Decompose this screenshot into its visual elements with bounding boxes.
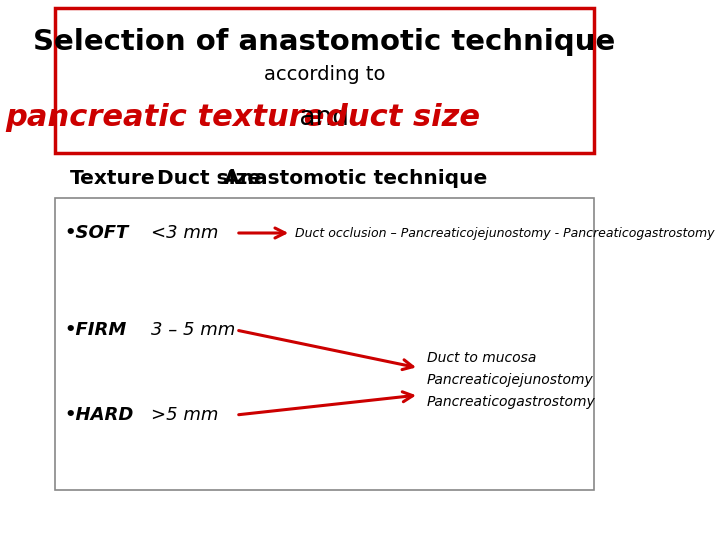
Text: Selection of anastomotic technique: Selection of anastomotic technique <box>33 28 616 56</box>
Text: Duct to mucosa: Duct to mucosa <box>427 351 536 365</box>
Text: and: and <box>291 105 357 131</box>
Text: Anastomotic technique: Anastomotic technique <box>224 168 487 187</box>
Text: 3 – 5 mm: 3 – 5 mm <box>150 321 235 339</box>
Text: <3 mm: <3 mm <box>150 224 218 242</box>
Text: Pancreaticojejunostomy: Pancreaticojejunostomy <box>427 373 593 387</box>
Text: Texture: Texture <box>71 168 156 187</box>
Text: •SOFT: •SOFT <box>64 224 128 242</box>
Text: Duct size: Duct size <box>157 168 261 187</box>
Text: •FIRM: •FIRM <box>64 321 126 339</box>
FancyBboxPatch shape <box>55 8 594 153</box>
Text: according to: according to <box>264 65 385 84</box>
Text: Duct occlusion – Pancreaticojejunostomy - Pancreaticogastrostomy: Duct occlusion – Pancreaticojejunostomy … <box>295 226 714 240</box>
Text: •HARD: •HARD <box>64 406 133 424</box>
Text: Pancreaticogastrostomy: Pancreaticogastrostomy <box>427 395 595 409</box>
Text: pancreatic texture: pancreatic texture <box>5 104 324 132</box>
Text: duct size: duct size <box>326 104 480 132</box>
FancyBboxPatch shape <box>55 198 594 490</box>
Text: >5 mm: >5 mm <box>150 406 218 424</box>
